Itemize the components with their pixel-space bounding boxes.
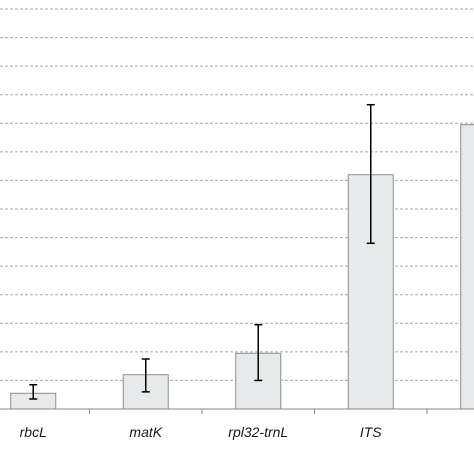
x-tick-label: ITS bbox=[360, 424, 382, 440]
error-bars bbox=[29, 103, 375, 400]
x-axis-ticks bbox=[89, 409, 428, 414]
x-tick-label: rpl32-trnL bbox=[228, 424, 288, 440]
x-tick-label: matK bbox=[129, 424, 162, 440]
x-tick-label: rbcL bbox=[20, 424, 47, 440]
error-bar-its bbox=[366, 103, 375, 245]
bar-i bbox=[460, 124, 474, 410]
error-bar-matk bbox=[141, 358, 150, 393]
bar-its bbox=[347, 174, 394, 410]
error-bar-rpl32-trnl bbox=[254, 323, 263, 382]
error-bar-rbcl bbox=[29, 383, 38, 400]
bars bbox=[10, 124, 474, 410]
gridlines bbox=[0, 8, 474, 381]
